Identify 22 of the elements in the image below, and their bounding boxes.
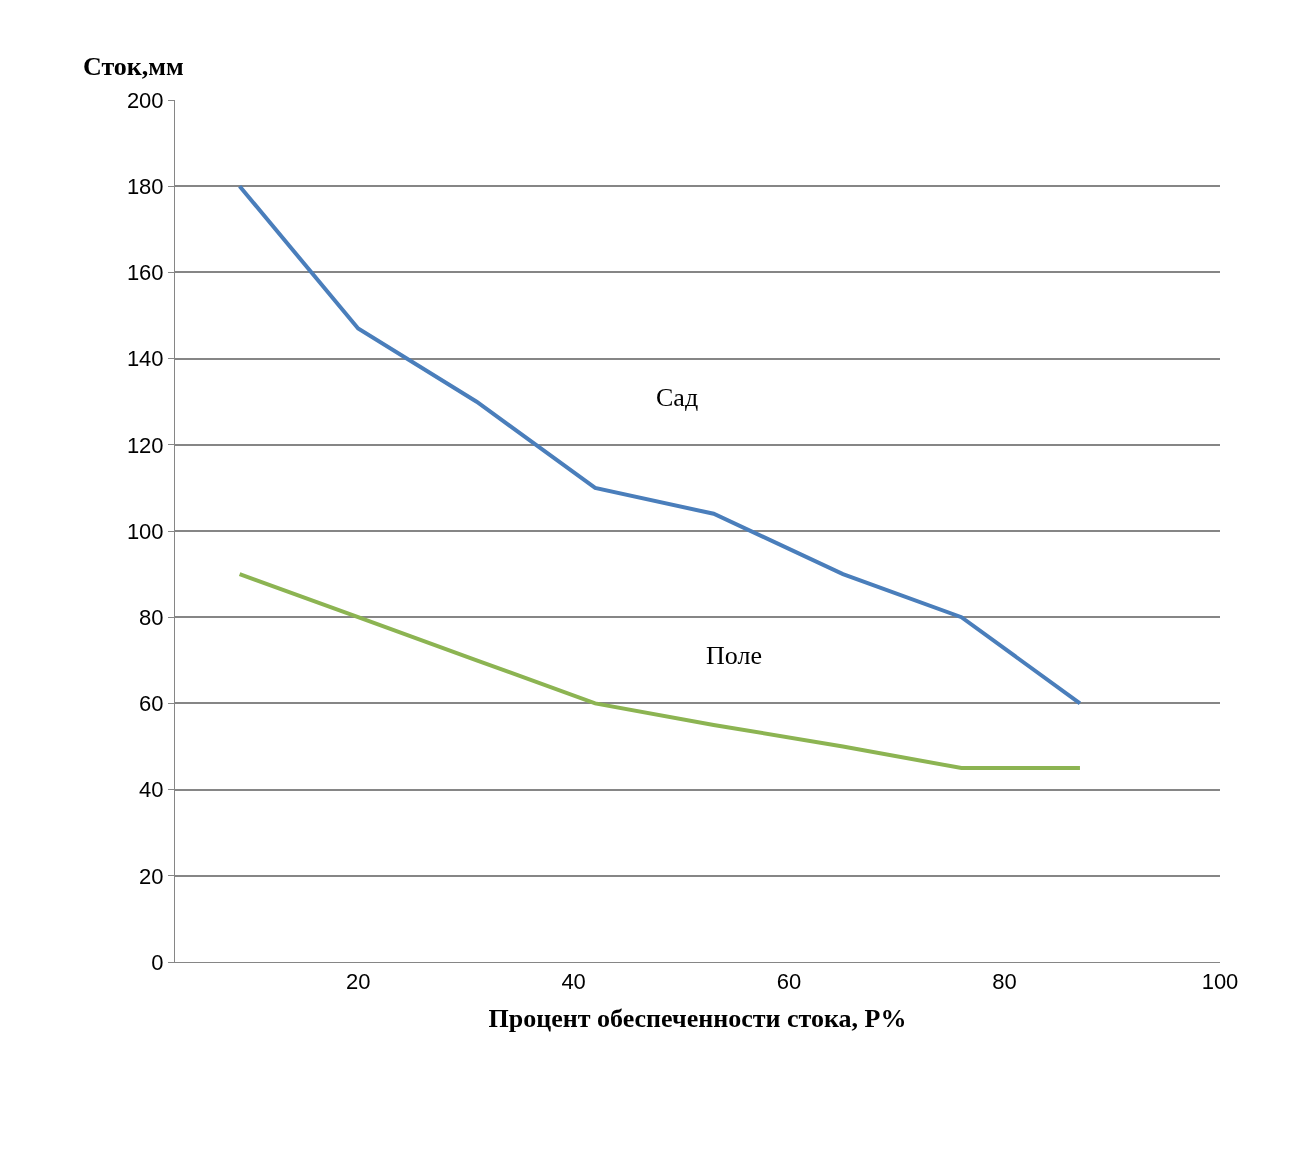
y-tick-label: 120 (126, 432, 164, 458)
x-tick-label: 60 (776, 969, 802, 995)
x-axis-title: Процент обеспеченности стока, P% (488, 1004, 907, 1034)
x-tick-label: 20 (345, 969, 371, 995)
y-tick-label: 180 (126, 173, 164, 199)
x-tick-label: 40 (561, 969, 586, 995)
x-tick-label: 80 (992, 969, 1017, 995)
y-tick-label: 160 (126, 260, 164, 286)
y-tick-label: 100 (126, 518, 164, 544)
y-tick-label: 140 (126, 346, 164, 372)
y-tick-label: 40 (139, 777, 164, 803)
annotation: Поле (706, 641, 762, 670)
y-tick-label: 0 (151, 949, 164, 975)
y-axis-title: Сток,мм (83, 52, 184, 81)
y-tick-label: 60 (139, 691, 164, 717)
y-tick-label: 80 (139, 604, 164, 630)
x-tick-label: 100 (1201, 969, 1239, 995)
annotation: Сад (656, 383, 699, 412)
line-series (237, 572, 1082, 771)
line-series (237, 184, 1082, 706)
y-tick-label: 200 (126, 87, 164, 113)
y-tick-label: 20 (139, 863, 164, 889)
